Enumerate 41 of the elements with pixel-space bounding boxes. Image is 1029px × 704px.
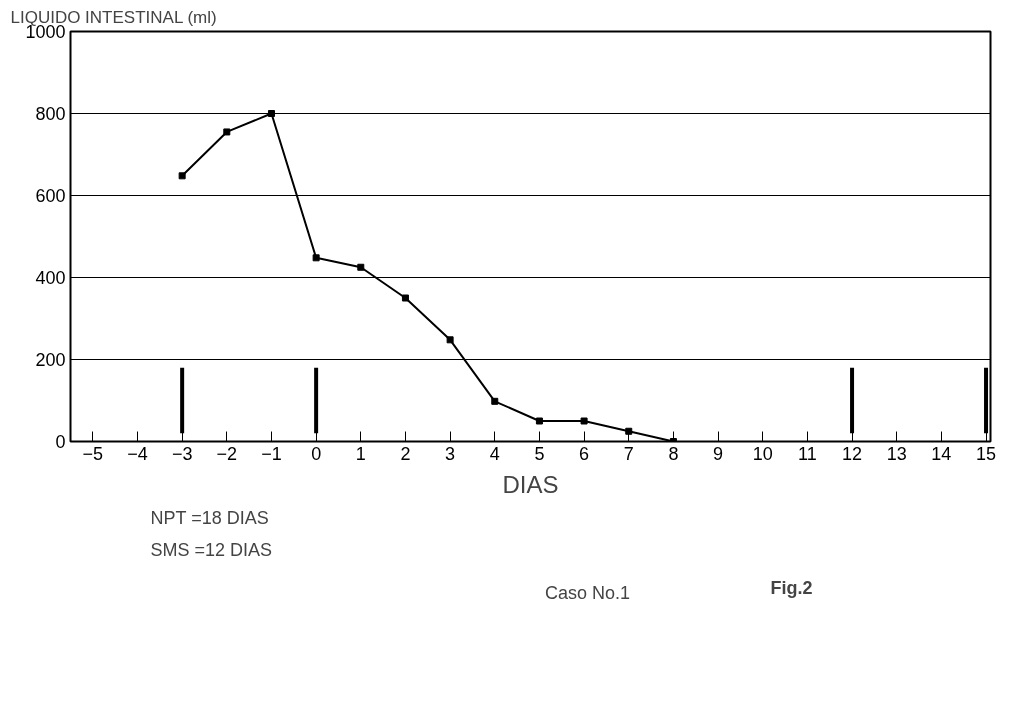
x-tick-label: 15: [976, 443, 997, 464]
x-tick-label: −2: [216, 443, 238, 464]
text: SMS =12 DIAS: [150, 539, 273, 560]
x-tick-label: 13: [886, 443, 907, 464]
point: [580, 417, 588, 425]
x-tick-label: 12: [842, 443, 863, 464]
x-tick-label: 5: [534, 443, 545, 464]
point: [401, 294, 409, 302]
caption: Fig.2: [770, 577, 813, 598]
x-tick-label: 11: [798, 443, 817, 464]
point: [625, 427, 633, 435]
point: [535, 417, 543, 425]
y-tick-label: 400: [35, 268, 66, 288]
x-tick-label: 2: [400, 443, 411, 464]
x-tick-label: 10: [752, 443, 773, 464]
x-tick-label: 4: [489, 443, 500, 464]
x-tick-label: 14: [931, 443, 952, 464]
text: NPT =18 DIAS: [150, 507, 269, 528]
x-tick-label: 9: [713, 443, 724, 464]
text: Caso No.1: [545, 583, 631, 604]
x-tick-label: −3: [171, 443, 193, 464]
point: [491, 397, 499, 405]
point: [223, 128, 231, 136]
x-tick-label: −5: [82, 443, 104, 464]
y-tick-label: 200: [35, 350, 66, 370]
y-tick-label: 800: [35, 104, 66, 124]
x-axis-title: DIAS: [502, 470, 559, 498]
point: [267, 110, 275, 117]
x-tick-label: −4: [127, 443, 148, 464]
x-tick-label: 6: [579, 443, 590, 464]
point: [312, 254, 320, 262]
y-tick-label: 600: [35, 186, 66, 206]
point: [178, 172, 186, 180]
x-tick-label: 7: [623, 443, 634, 464]
point: [446, 336, 454, 344]
x-tick-label: 0: [311, 443, 322, 464]
x-tick-label: −1: [261, 443, 282, 464]
x-tick-label: 1: [355, 443, 366, 464]
x-tick-label: 3: [445, 443, 456, 464]
x-tick-label: 8: [668, 443, 679, 464]
point: [357, 263, 365, 271]
